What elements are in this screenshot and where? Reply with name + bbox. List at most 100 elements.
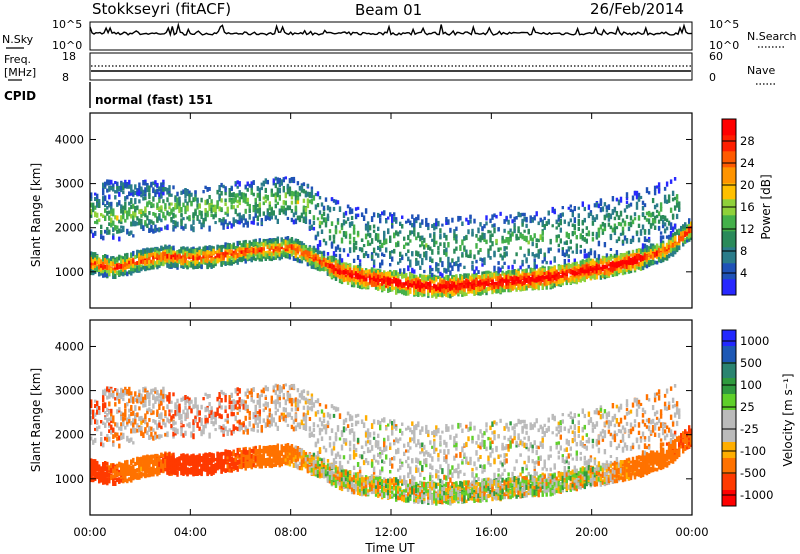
power-cell bbox=[411, 282, 414, 288]
power-cell bbox=[240, 192, 243, 196]
power-cell bbox=[110, 205, 113, 212]
power-cell bbox=[116, 215, 119, 221]
power-cell bbox=[661, 258, 665, 262]
power-cell bbox=[108, 181, 111, 186]
power-cell bbox=[417, 287, 420, 292]
power-cell bbox=[577, 264, 581, 269]
power-cell bbox=[501, 281, 504, 288]
power-cell bbox=[194, 190, 197, 194]
power-cell bbox=[659, 207, 663, 212]
power-cell bbox=[156, 188, 159, 195]
power-cell bbox=[290, 250, 294, 254]
power-cell bbox=[228, 197, 231, 203]
power-cell bbox=[260, 249, 264, 253]
power-cell bbox=[591, 259, 595, 266]
power-cell bbox=[312, 254, 316, 259]
power-cell bbox=[429, 246, 432, 251]
power-cell bbox=[178, 207, 181, 213]
power-cell bbox=[487, 276, 490, 281]
power-cell bbox=[372, 259, 376, 266]
power-cell bbox=[419, 222, 422, 228]
power-cell bbox=[643, 248, 647, 253]
power-cell bbox=[579, 277, 583, 283]
power-cell bbox=[491, 214, 494, 220]
power-cell bbox=[539, 281, 542, 286]
power-cell bbox=[228, 255, 231, 260]
power-cell bbox=[587, 257, 591, 264]
power-cell bbox=[144, 253, 147, 259]
power-cell bbox=[607, 270, 611, 277]
power-cell bbox=[348, 271, 352, 278]
power-cell bbox=[162, 246, 165, 251]
power-cell bbox=[617, 236, 621, 242]
power-cell bbox=[433, 292, 436, 297]
power-cell bbox=[639, 261, 643, 268]
power-cell bbox=[553, 273, 556, 279]
power-cell bbox=[583, 260, 587, 267]
power-cell bbox=[94, 268, 97, 272]
power-cell bbox=[505, 274, 508, 280]
power-cell bbox=[220, 245, 223, 250]
power-cell bbox=[260, 182, 264, 186]
power-cell bbox=[385, 219, 388, 224]
power-cell bbox=[164, 215, 167, 221]
power-cell bbox=[625, 214, 629, 219]
power-cell bbox=[563, 275, 567, 281]
power-cell bbox=[567, 277, 571, 283]
power-cell bbox=[192, 263, 195, 269]
power-cell bbox=[302, 253, 306, 258]
power-cell bbox=[212, 207, 215, 213]
power-cell bbox=[549, 247, 552, 251]
power-cell bbox=[280, 179, 284, 186]
power-cell bbox=[302, 218, 306, 223]
power-cell bbox=[629, 221, 633, 228]
power-cell bbox=[370, 281, 374, 287]
power-cell bbox=[194, 249, 197, 255]
power-cell bbox=[280, 205, 284, 211]
power-cell bbox=[585, 226, 589, 230]
power-cell bbox=[358, 279, 362, 284]
power-cell bbox=[226, 251, 229, 255]
power-cell bbox=[653, 250, 657, 257]
power-cell bbox=[601, 229, 605, 235]
power-cell bbox=[603, 223, 607, 228]
power-cell bbox=[493, 265, 496, 272]
power-cell bbox=[437, 263, 440, 267]
power-cell bbox=[411, 230, 414, 235]
power-cell bbox=[615, 211, 619, 217]
power-cell bbox=[208, 245, 211, 251]
power-cell bbox=[108, 229, 111, 235]
power-cell bbox=[473, 290, 476, 296]
power-cell bbox=[429, 256, 432, 262]
power-cell bbox=[128, 201, 131, 206]
power-cell bbox=[507, 239, 510, 245]
power-cell bbox=[499, 281, 502, 287]
power-cell bbox=[625, 204, 629, 209]
power-cell bbox=[497, 227, 500, 232]
power-cell bbox=[443, 249, 446, 255]
power-cell bbox=[579, 263, 583, 270]
power-cell bbox=[130, 270, 133, 276]
power-cell bbox=[362, 279, 366, 284]
power-cell bbox=[156, 227, 159, 232]
power-cell bbox=[104, 264, 107, 269]
power-cell bbox=[332, 269, 336, 274]
power-cell bbox=[649, 254, 653, 258]
power-cell bbox=[136, 221, 139, 226]
power-cell bbox=[481, 276, 484, 283]
power-cell bbox=[126, 265, 129, 269]
power-cell bbox=[389, 250, 392, 257]
power-cell bbox=[336, 274, 340, 278]
power-cell bbox=[397, 231, 400, 237]
power-cell bbox=[302, 182, 306, 187]
power-cell bbox=[453, 236, 456, 241]
power-cell bbox=[180, 218, 183, 222]
power-cell bbox=[505, 270, 508, 277]
power-cell bbox=[533, 233, 536, 239]
power-cell bbox=[507, 269, 510, 274]
power-cell bbox=[583, 248, 587, 253]
power-cell bbox=[300, 188, 304, 193]
power-cell bbox=[483, 271, 486, 277]
power-cell bbox=[607, 263, 611, 267]
power-cell bbox=[555, 280, 558, 287]
